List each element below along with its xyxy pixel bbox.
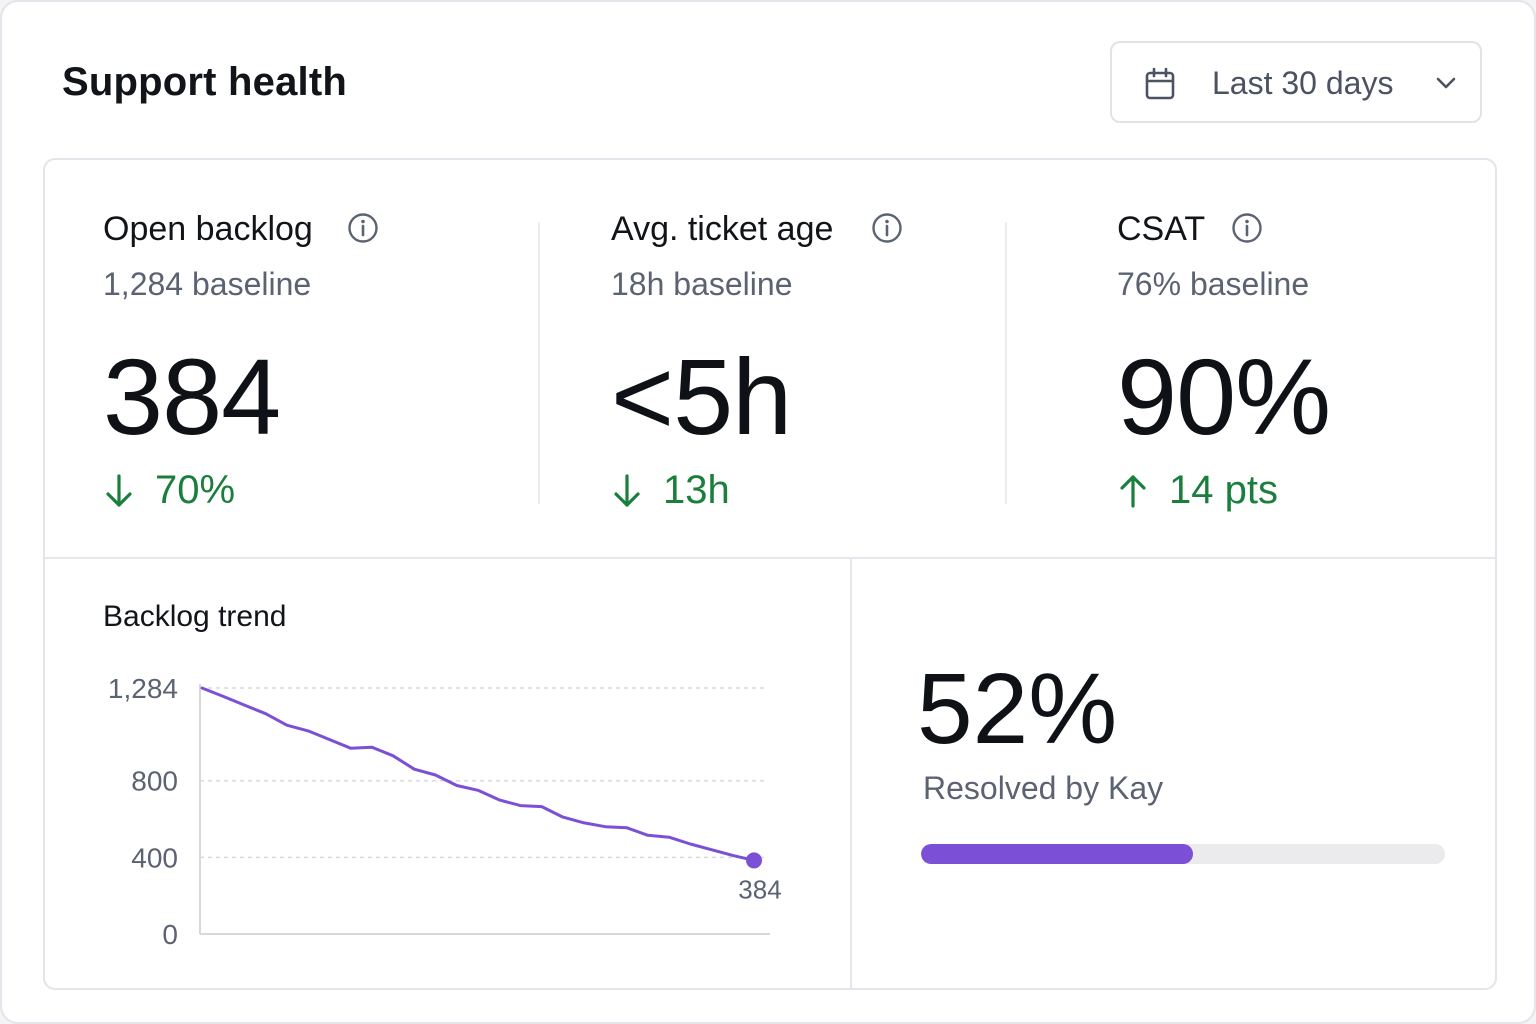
y-tick-label: 1,284 xyxy=(108,673,178,704)
metrics-card: Open backlog 1,284 baseline 384 70% xyxy=(43,158,1497,990)
info-icon[interactable] xyxy=(1231,212,1263,244)
kpi-delta-value: 14 pts xyxy=(1169,468,1278,512)
kpi-value: <5h xyxy=(611,336,792,457)
y-tick-label: 800 xyxy=(131,766,178,797)
arrow-up-icon xyxy=(1120,474,1146,508)
kpi-baseline: 1,284 baseline xyxy=(103,266,312,302)
kpi-delta: 70% xyxy=(105,468,235,513)
calendar-icon xyxy=(1145,67,1175,100)
kpi-delta: 14 pts xyxy=(1119,468,1278,513)
kpi-avg-ticket-age: Avg. ticket age 18h baseline <5h 13h xyxy=(611,160,1031,558)
kpi-value: 384 xyxy=(103,336,281,457)
y-tick-label: 0 xyxy=(162,919,178,950)
backlog-series-line xyxy=(200,686,756,862)
kpi-row: Open backlog 1,284 baseline 384 70% xyxy=(45,160,1495,558)
kpi-delta-value: 13h xyxy=(663,468,730,512)
series-end-point xyxy=(746,852,762,869)
resolved-progress-bar xyxy=(921,844,1445,864)
kpi-baseline: 76% baseline xyxy=(1117,266,1310,302)
resolved-value: 52% xyxy=(917,653,1118,765)
info-icon[interactable] xyxy=(871,212,903,244)
section-divider xyxy=(45,557,1495,559)
resolved-progress-fill xyxy=(921,844,1194,864)
kpi-divider xyxy=(1005,222,1007,504)
chevron-down-icon xyxy=(1436,77,1456,89)
date-range-label: Last 30 days xyxy=(1212,65,1394,101)
kpi-open-backlog: Open backlog 1,284 baseline 384 70% xyxy=(103,160,543,558)
date-range-dropdown[interactable]: Last 30 days xyxy=(1110,41,1482,123)
section-divider xyxy=(850,558,852,988)
kpi-title: Open backlog xyxy=(103,210,313,248)
arrow-down-icon xyxy=(614,473,640,507)
kpi-baseline: 18h baseline xyxy=(611,266,793,302)
page-title: Support health xyxy=(62,60,348,104)
arrow-down-icon xyxy=(106,473,132,507)
kpi-divider xyxy=(538,222,540,504)
kpi-csat: CSAT 76% baseline 90% 14 pts xyxy=(1117,160,1477,558)
kpi-title: Avg. ticket age xyxy=(611,210,834,248)
resolved-label: Resolved by Kay xyxy=(923,770,1164,806)
kpi-delta-value: 70% xyxy=(155,468,236,512)
series-end-label: 384 xyxy=(738,874,781,904)
kpi-delta: 13h xyxy=(613,468,730,513)
info-icon[interactable] xyxy=(347,212,379,244)
y-tick-label: 400 xyxy=(131,842,178,873)
kpi-title: CSAT xyxy=(1117,210,1206,248)
trend-title: Backlog trend xyxy=(103,600,287,633)
kpi-value: 90% xyxy=(1117,336,1331,457)
backlog-trend-chart: 0 400 800 1,284 384 xyxy=(108,673,782,950)
